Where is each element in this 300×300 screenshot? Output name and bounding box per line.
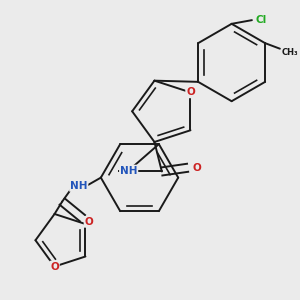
Text: O: O	[192, 163, 201, 173]
Text: O: O	[85, 217, 93, 227]
Text: NH: NH	[120, 166, 137, 176]
Text: CH₃: CH₃	[282, 48, 298, 57]
Text: O: O	[186, 87, 195, 98]
Text: H: H	[123, 167, 131, 176]
Text: NH: NH	[70, 181, 88, 191]
Text: O: O	[50, 262, 59, 272]
Text: Cl: Cl	[256, 15, 267, 25]
